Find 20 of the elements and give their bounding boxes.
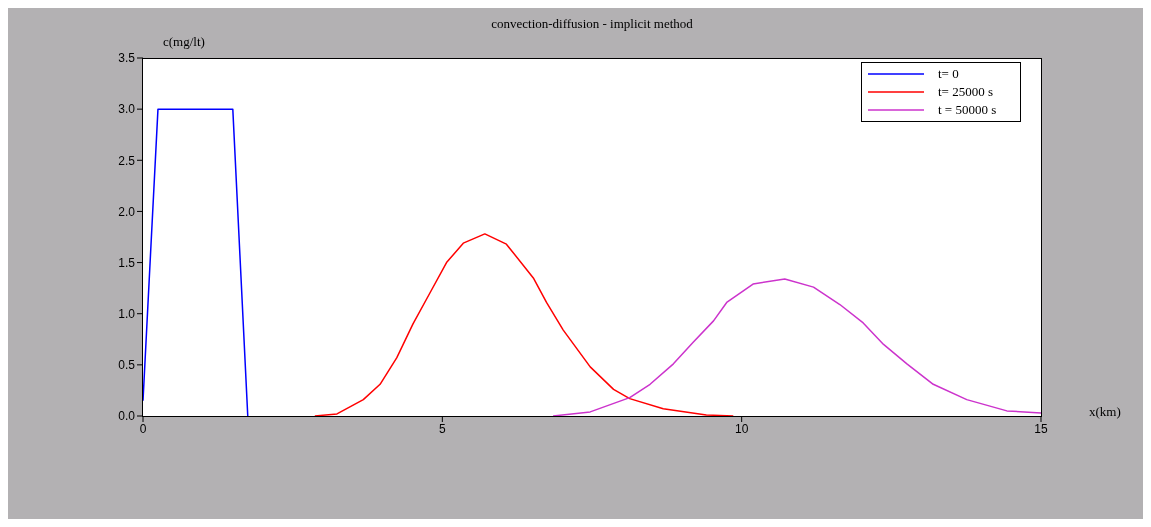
y-tick-label: 0.0 xyxy=(118,409,136,424)
y-tick-label: 1.5 xyxy=(118,255,136,270)
x-tick-label: 0 xyxy=(139,421,147,436)
y-tick-label: 3.5 xyxy=(118,51,136,66)
x-axis-title: x(km) xyxy=(1089,404,1121,420)
line-series xyxy=(552,278,1041,416)
legend-label: t= 25000 s xyxy=(938,84,994,100)
y-axis-title: c(mg/lt) xyxy=(163,34,205,50)
x-tick-label: 15 xyxy=(1034,421,1048,436)
chart-title: convection-diffusion - implicit method xyxy=(490,16,694,32)
legend-label: t = 50000 s xyxy=(938,102,997,118)
y-tick-label: 3.0 xyxy=(118,102,136,117)
y-tick-label: 1.0 xyxy=(118,306,136,321)
y-tick-label: 2.0 xyxy=(118,204,136,219)
line-series xyxy=(314,233,735,416)
legend-label: t= 0 xyxy=(938,66,959,82)
y-tick-label: 0.5 xyxy=(118,358,136,373)
y-tick-label: 2.5 xyxy=(118,153,136,168)
x-tick-label: 5 xyxy=(438,421,446,436)
x-tick-label: 10 xyxy=(734,421,749,436)
